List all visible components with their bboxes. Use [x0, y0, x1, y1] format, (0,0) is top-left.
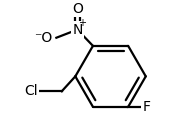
Text: ⁻O: ⁻O [34, 31, 52, 45]
Text: F: F [142, 100, 150, 114]
Text: Cl: Cl [25, 84, 38, 98]
Text: O: O [72, 2, 83, 16]
Text: N: N [72, 23, 83, 37]
Text: +: + [79, 18, 87, 28]
